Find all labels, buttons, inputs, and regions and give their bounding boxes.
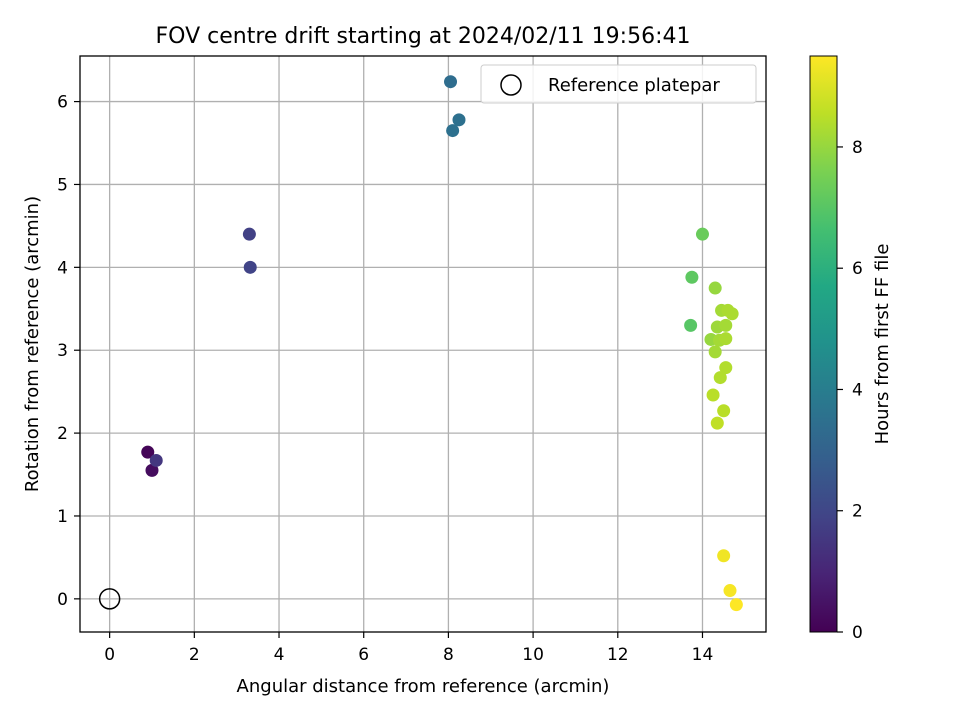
data-point [725, 307, 739, 321]
data-point [242, 227, 256, 241]
colorbar: 0 2 4 6 8 Hours from first FF file [809, 55, 893, 643]
data-point [717, 549, 731, 563]
colorbar-gradient [809, 55, 838, 633]
y-axis-ticks: 0 1 2 3 4 5 6 [57, 93, 80, 610]
data-point [706, 388, 720, 402]
y-tick-label: 5 [57, 175, 68, 195]
legend-box [480, 64, 757, 104]
data-point [710, 416, 724, 430]
data-point [149, 453, 163, 467]
chart-title: FOV centre drift starting at 2024/02/11 … [156, 24, 691, 49]
data-point [695, 227, 709, 241]
legend-open-circle-icon [500, 74, 522, 96]
y-tick-label: 3 [57, 341, 68, 361]
data-point [452, 113, 466, 127]
data-point [719, 318, 733, 332]
colorbar-tick-label: 0 [852, 623, 863, 643]
data-point [141, 445, 155, 459]
colorbar-tick-label: 8 [852, 138, 863, 158]
data-point [717, 404, 731, 418]
data-point [729, 598, 743, 612]
reference-platepar-marker [98, 588, 121, 610]
data-point [684, 318, 698, 332]
x-axis-ticks: 0 2 4 6 8 10 12 14 [104, 632, 713, 665]
x-tick-label: 14 [692, 645, 714, 665]
x-tick-label: 6 [358, 645, 369, 665]
data-point [444, 75, 458, 89]
data-point [713, 371, 727, 385]
x-tick-label: 2 [189, 645, 200, 665]
data-point [708, 281, 722, 295]
y-axis-label: Rotation from reference (arcmin) [22, 196, 43, 492]
colorbar-tick-label: 6 [852, 259, 863, 279]
y-tick-label: 2 [57, 424, 68, 444]
y-tick-label: 1 [57, 507, 68, 527]
y-tick-label: 4 [57, 258, 68, 278]
plot-frame [79, 55, 767, 633]
data-points [141, 75, 743, 612]
colorbar-tick-label: 4 [852, 380, 863, 400]
colorbar-label: Hours from first FF file [872, 244, 893, 445]
data-point [719, 361, 733, 375]
data-point [719, 332, 733, 346]
x-tick-label: 4 [274, 645, 285, 665]
data-point [446, 124, 460, 138]
data-point [145, 463, 159, 477]
x-tick-label: 12 [607, 645, 629, 665]
colorbar-tick-label: 2 [852, 502, 863, 522]
grid [80, 56, 766, 632]
y-tick-label: 0 [57, 590, 68, 610]
x-axis-label: Angular distance from reference (arcmin) [237, 676, 610, 697]
legend-entry-reference-platepar: Reference platepar [548, 75, 720, 96]
colorbar-ticks: 0 2 4 6 8 [837, 138, 863, 643]
x-tick-label: 8 [443, 645, 454, 665]
data-point [243, 260, 257, 274]
data-point [723, 584, 737, 598]
y-tick-label: 6 [57, 93, 68, 113]
x-tick-label: 0 [104, 645, 115, 665]
data-point [708, 345, 722, 359]
x-tick-label: 10 [522, 645, 544, 665]
legend: Reference platepar [480, 64, 757, 104]
data-point [685, 270, 699, 284]
